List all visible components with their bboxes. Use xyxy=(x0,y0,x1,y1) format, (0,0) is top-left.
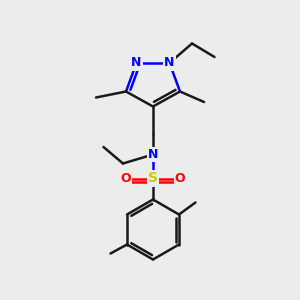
Text: N: N xyxy=(131,56,142,70)
Text: O: O xyxy=(175,172,185,185)
Text: S: S xyxy=(148,172,158,185)
Text: O: O xyxy=(121,172,131,185)
Text: N: N xyxy=(148,148,158,161)
Text: N: N xyxy=(164,56,175,70)
